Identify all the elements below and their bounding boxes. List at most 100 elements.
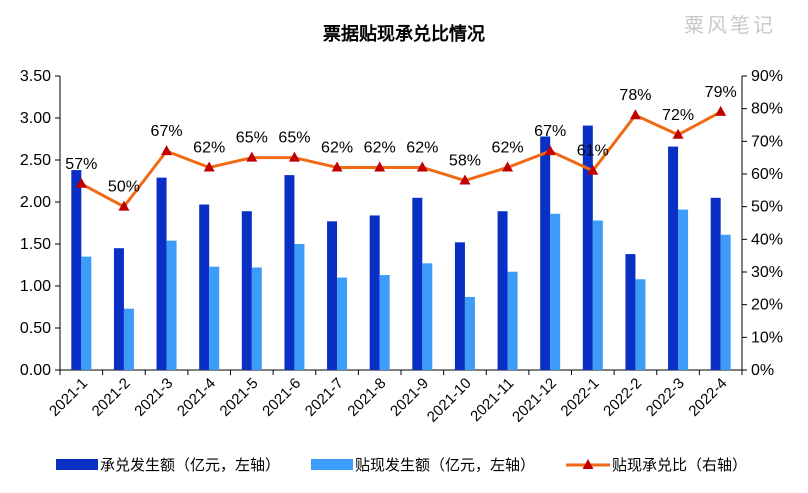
ratio-marker [374,161,386,172]
ratio-line-path [80,110,722,209]
ratio-data-label: 57% [65,156,97,173]
ratio-data-label: 67% [534,123,566,140]
bar-acceptance [710,197,721,370]
x-tick-label: 2021-10 [424,375,475,426]
legend-label-discount: 贴现发生额（亿元，左轴） [355,456,535,474]
bar-discount [337,277,348,370]
ratio-marker [544,145,556,156]
bar-discount [678,209,689,370]
bars [71,125,731,370]
y-left-tick-label: 0.00 [20,362,51,379]
ratio-data-label: 58% [449,153,481,170]
ratio-marker [502,161,514,172]
bar-discount [123,308,134,370]
bar-discount [294,244,305,370]
ratio-marker [672,128,684,139]
ratio-marker [715,105,727,116]
x-tick-label: 2021-7 [302,375,347,420]
ratio-data-label: 67% [151,123,183,140]
bar-discount [209,266,220,370]
legend: 承兑发生额（亿元，左轴） 贴现发生额（亿元，左轴） 贴现承兑比（右轴） [56,456,747,474]
bar-acceptance [454,242,465,370]
ratio-data-label: 62% [193,139,225,156]
y-left-tick-label: 3.50 [20,68,51,85]
bar-discount [166,240,177,370]
bar-acceptance [497,211,508,370]
x-tick-label: 2021-1 [46,375,91,420]
ratio-marker [161,145,173,156]
ratio-marker [629,109,641,120]
x-tick-label: 2021-5 [217,375,262,420]
bar-acceptance [625,254,636,370]
y-left-tick-label: 2.00 [20,194,51,211]
bar-acceptance [113,248,124,370]
y-left-tick-label: 3.00 [20,110,51,127]
bar-acceptance [156,177,167,370]
y-right-tick-label: 10% [751,329,783,346]
y-right-tick-label: 30% [751,264,783,281]
y-left-tick-label: 1.00 [20,278,51,295]
bar-discount [422,263,433,370]
bar-acceptance [540,136,551,370]
ratio-marker [416,161,428,172]
y-right-tick-label: 80% [751,101,783,118]
ratio-data-label: 62% [364,139,396,156]
ratio-marker [246,151,258,162]
ratio-marker [75,177,87,188]
ratio-marker [331,161,343,172]
ratio-marker [203,161,215,172]
legend-swatch-discount [311,459,353,470]
ratio-marker [587,164,599,175]
ratio-data-label: 79% [705,84,737,101]
bar-discount [379,275,390,370]
y-right-tick-label: 40% [751,231,783,248]
bar-acceptance [668,146,679,370]
y-right-tick-label: 50% [751,199,783,216]
ratio-data-label: 50% [108,179,140,196]
bar-acceptance [71,170,82,370]
x-tick-label: 2022-1 [558,375,603,420]
x-tick-label: 2021-12 [509,375,560,426]
legend-marker-ratio [582,459,594,469]
bar-discount [81,256,92,370]
bar-acceptance [412,197,423,370]
bar-acceptance [327,221,338,370]
y-left-tick-label: 1.50 [20,236,51,253]
chart-title: 票据贴现承兑比情况 [323,23,485,45]
legend-label-ratio: 贴现承兑比（右轴） [612,456,747,474]
x-tick-label: 2021-4 [174,375,219,420]
bar-acceptance [582,125,593,370]
bar-discount [507,271,518,370]
bar-acceptance [199,204,210,370]
ratio-marker [288,151,300,162]
x-tick-label: 2022-2 [600,375,645,420]
x-tick-label: 2021-3 [131,375,176,420]
legend-swatch-acceptance [56,459,98,470]
y-left-tick-label: 2.50 [20,152,51,169]
x-tick-label: 2021-6 [259,375,304,420]
bar-acceptance [241,211,252,370]
ratio-marker [459,174,471,185]
y-right-tick-label: 60% [751,166,783,183]
y-right-tick-label: 90% [751,68,783,85]
x-tick-label: 2022-4 [685,375,730,420]
legend-label-acceptance: 承兑发生额（亿元，左轴） [100,456,280,474]
bar-discount [635,279,646,370]
ratio-data-label: 62% [492,139,524,156]
ratio-data-label: 62% [406,139,438,156]
x-tick-label: 2021-2 [89,375,134,420]
ratio-marker [118,200,130,211]
y-right-tick-label: 0% [751,362,774,379]
ratio-line [75,105,727,211]
bar-discount [550,213,561,370]
ratio-data-label: 65% [236,130,268,147]
bar-discount [464,296,475,370]
bar-discount [720,234,731,370]
x-tick-label: 2022-3 [643,375,688,420]
y-left-tick-label: 0.50 [20,320,51,337]
x-tick-label: 2021-11 [467,375,517,425]
ratio-data-label: 72% [662,107,694,124]
ratio-data-label: 61% [577,143,609,160]
ratio-data-label: 65% [278,130,310,147]
